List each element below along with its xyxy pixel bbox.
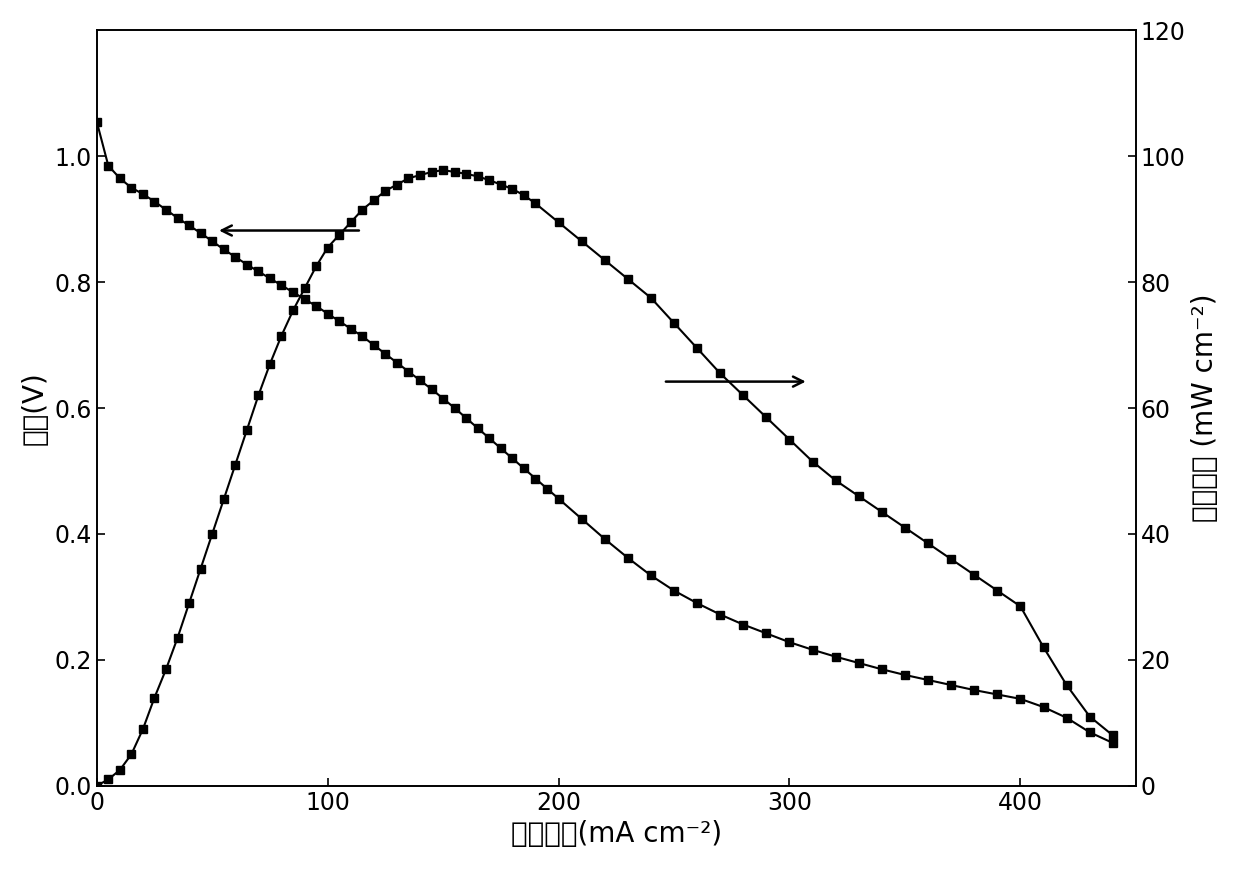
X-axis label: 电流密度(mA cm⁻²): 电流密度(mA cm⁻²)	[511, 820, 722, 848]
Y-axis label: 电压(V): 电压(V)	[21, 371, 48, 445]
Y-axis label: 功率密度 (mW cm⁻²): 功率密度 (mW cm⁻²)	[1192, 294, 1219, 522]
